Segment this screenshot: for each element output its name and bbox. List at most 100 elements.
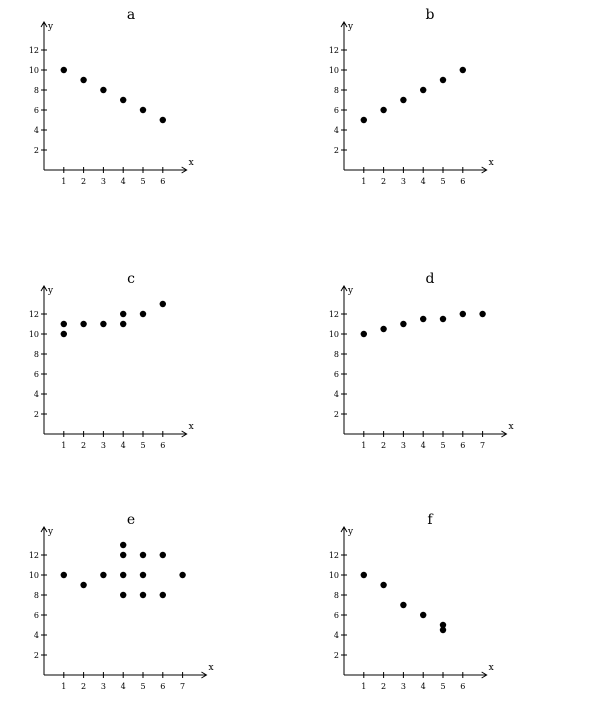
y-tick-label: 12 bbox=[329, 46, 339, 55]
data-point bbox=[360, 116, 367, 124]
data-point bbox=[459, 310, 466, 318]
data-point bbox=[60, 330, 67, 338]
y-tick-label: 10 bbox=[329, 66, 339, 75]
data-point bbox=[380, 581, 387, 589]
data-point bbox=[360, 571, 367, 579]
data-point bbox=[159, 591, 166, 599]
x-tick-label: 3 bbox=[101, 682, 106, 691]
x-axis-arrow-icon bbox=[181, 166, 188, 174]
x-axis-label: x bbox=[508, 422, 513, 432]
x-axis-arrow-icon bbox=[501, 430, 508, 438]
y-tick-label: 8 bbox=[334, 86, 339, 95]
y-tick-label: 4 bbox=[34, 631, 39, 640]
x-tick-label: 3 bbox=[401, 441, 406, 450]
y-tick-label: 12 bbox=[29, 46, 39, 55]
y-tick-label: 6 bbox=[34, 611, 39, 620]
data-point bbox=[100, 320, 107, 328]
data-point bbox=[479, 310, 486, 318]
data-point bbox=[439, 76, 447, 84]
y-tick-label: 10 bbox=[29, 571, 39, 580]
x-tick-label: 2 bbox=[81, 177, 86, 186]
y-axis-arrow-icon bbox=[40, 21, 48, 28]
y-axis-label: y bbox=[347, 22, 354, 32]
y-tick-label: 12 bbox=[29, 310, 39, 319]
y-tick-label: 4 bbox=[334, 631, 339, 640]
data-point bbox=[139, 106, 147, 114]
y-tick-label: 4 bbox=[34, 126, 39, 135]
x-tick-label: 2 bbox=[81, 441, 86, 450]
y-tick-label: 6 bbox=[334, 106, 339, 115]
data-point bbox=[60, 320, 67, 328]
data-point bbox=[120, 551, 127, 559]
x-axis-label: x bbox=[189, 422, 194, 432]
y-axis-arrow-icon bbox=[40, 526, 48, 533]
x-tick-label: 1 bbox=[361, 441, 366, 450]
data-point bbox=[159, 300, 166, 308]
x-tick-label: 6 bbox=[460, 177, 465, 186]
x-tick-label: 3 bbox=[401, 177, 406, 186]
y-axis-label: y bbox=[47, 527, 54, 537]
plot-title: e bbox=[127, 512, 135, 528]
data-point bbox=[120, 310, 127, 318]
data-point bbox=[439, 626, 447, 634]
x-tick-label: 4 bbox=[121, 177, 126, 186]
x-tick-label: 1 bbox=[61, 682, 66, 691]
data-point bbox=[60, 66, 67, 74]
data-point bbox=[120, 96, 127, 104]
data-point bbox=[100, 571, 107, 579]
x-tick-label: 6 bbox=[460, 682, 465, 691]
y-tick-label: 8 bbox=[334, 591, 339, 600]
data-point bbox=[139, 551, 147, 559]
x-tick-label: 4 bbox=[121, 682, 126, 691]
x-tick-label: 2 bbox=[381, 177, 386, 186]
data-point bbox=[120, 320, 127, 328]
y-axis-arrow-icon bbox=[40, 285, 48, 292]
x-tick-label: 3 bbox=[401, 682, 406, 691]
y-tick-label: 8 bbox=[34, 591, 39, 600]
data-point bbox=[179, 571, 186, 579]
x-axis-label: x bbox=[208, 663, 213, 673]
x-axis-arrow-icon bbox=[481, 166, 488, 174]
y-tick-label: 8 bbox=[34, 350, 39, 359]
x-tick-label: 7 bbox=[480, 441, 485, 450]
data-point bbox=[139, 310, 147, 318]
data-point bbox=[360, 330, 367, 338]
data-point bbox=[400, 601, 407, 609]
data-point bbox=[120, 541, 127, 549]
data-point bbox=[120, 571, 127, 579]
plot-title: b bbox=[426, 7, 435, 23]
x-axis-label: x bbox=[489, 158, 494, 168]
y-tick-label: 2 bbox=[334, 146, 339, 155]
y-axis-arrow-icon bbox=[340, 285, 348, 292]
data-point bbox=[400, 320, 407, 328]
plot-title: c bbox=[127, 271, 135, 287]
x-tick-label: 2 bbox=[381, 682, 386, 691]
x-tick-label: 5 bbox=[140, 441, 145, 450]
data-point bbox=[400, 96, 407, 104]
data-point bbox=[80, 581, 87, 589]
data-point bbox=[159, 551, 166, 559]
x-tick-label: 5 bbox=[440, 682, 445, 691]
x-tick-label: 6 bbox=[160, 177, 165, 186]
y-tick-label: 6 bbox=[34, 370, 39, 379]
x-tick-label: 6 bbox=[160, 682, 165, 691]
y-tick-label: 2 bbox=[34, 651, 39, 660]
y-tick-label: 6 bbox=[34, 106, 39, 115]
data-point bbox=[439, 621, 447, 629]
x-tick-label: 4 bbox=[421, 177, 426, 186]
x-axis-arrow-icon bbox=[481, 671, 488, 679]
y-tick-label: 10 bbox=[329, 330, 339, 339]
plot-title: a bbox=[127, 7, 135, 23]
y-tick-label: 4 bbox=[334, 126, 339, 135]
data-point bbox=[380, 106, 387, 114]
y-axis-arrow-icon bbox=[340, 21, 348, 28]
x-tick-label: 1 bbox=[61, 441, 66, 450]
data-point bbox=[380, 325, 387, 333]
data-point bbox=[80, 76, 87, 84]
x-axis-arrow-icon bbox=[181, 430, 188, 438]
plot-title: f bbox=[427, 512, 434, 528]
data-point bbox=[420, 315, 427, 323]
y-axis-label: y bbox=[347, 286, 354, 296]
